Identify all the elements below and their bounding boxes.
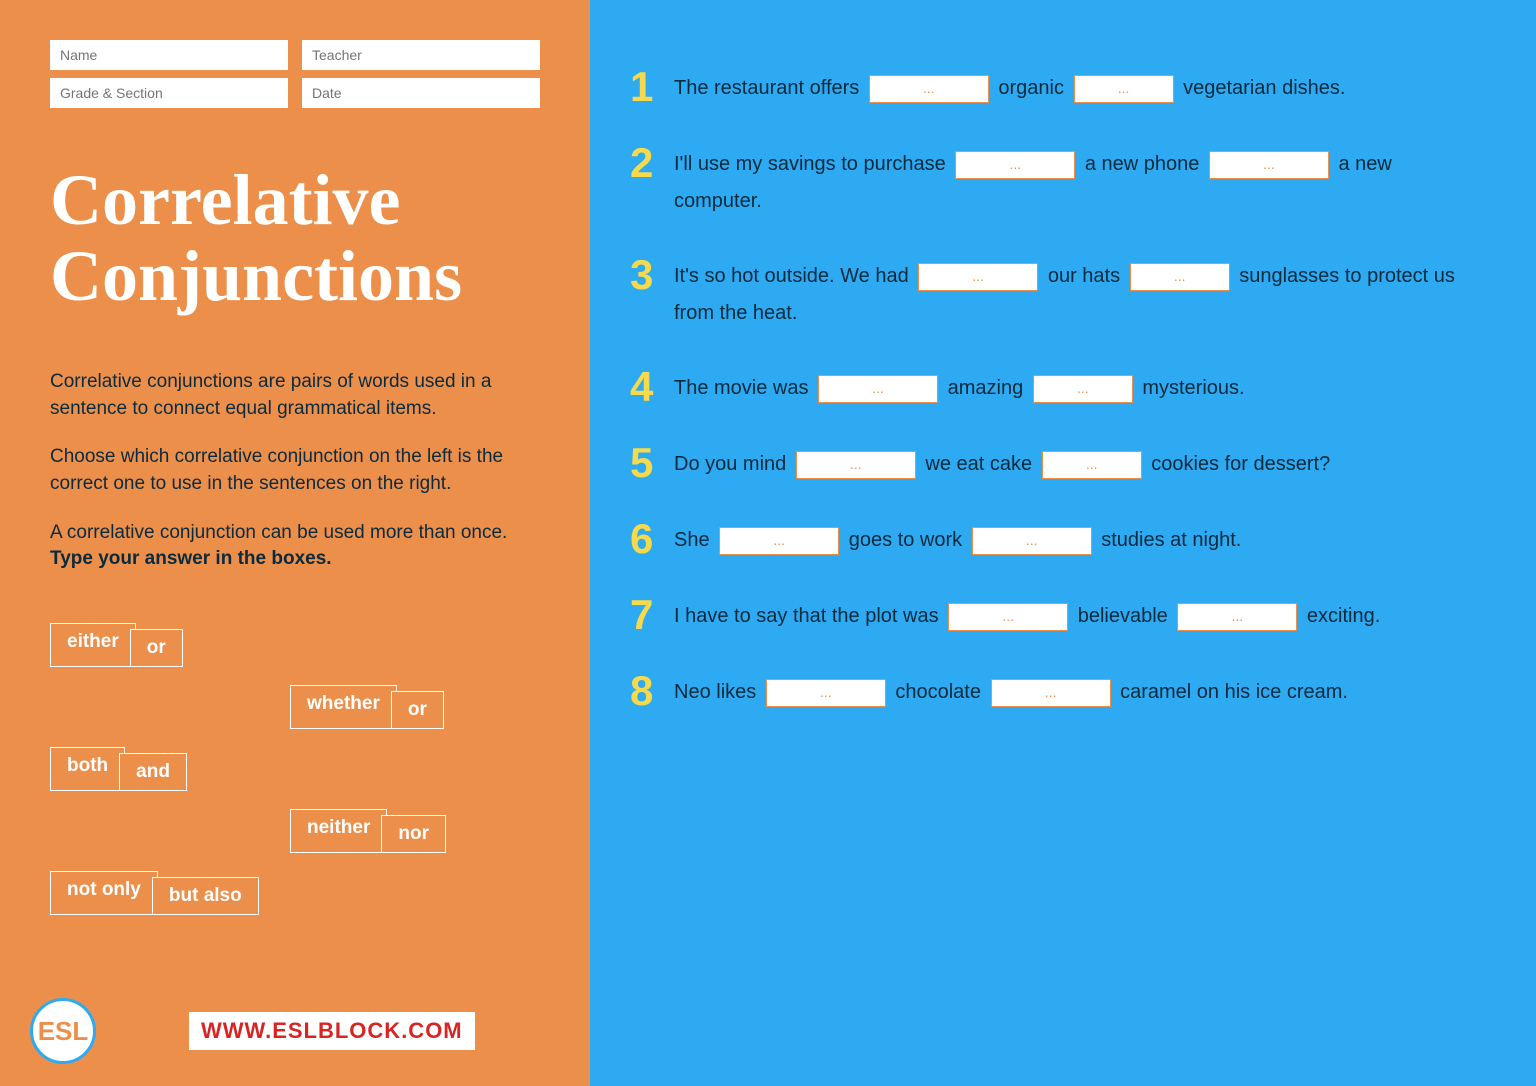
header-fields [50, 40, 540, 108]
question-row: 2I'll use my savings to purchase ... a n… [630, 146, 1476, 220]
word-option: neither [290, 809, 387, 853]
question-row: 7I have to say that the plot was ... bel… [630, 598, 1476, 636]
question-body: The movie was ... amazing ... mysterious… [674, 370, 1245, 408]
answer-blank[interactable]: ... [766, 679, 886, 707]
grade-section-field[interactable] [50, 78, 288, 108]
question-number: 7 [630, 594, 674, 636]
question-row: 4The movie was ... amazing ... mysteriou… [630, 370, 1476, 408]
question-number: 2 [630, 142, 674, 220]
question-body: It's so hot outside. We had ... our hats… [674, 258, 1476, 332]
word-pair: eitheror [50, 623, 540, 667]
answer-blank[interactable]: ... [948, 603, 1068, 631]
word-option: both [50, 747, 125, 791]
question-row: 1The restaurant offers ... organic ... v… [630, 70, 1476, 108]
description-p2: Choose which correlative conjunction on … [50, 444, 540, 497]
word-option: or [130, 629, 183, 667]
answer-blank[interactable]: ... [955, 151, 1075, 179]
right-panel: 1The restaurant offers ... organic ... v… [590, 0, 1536, 1086]
word-pair: neithernor [290, 809, 540, 853]
question-number: 1 [630, 66, 674, 108]
description-p3: A correlative conjunction can be used mo… [50, 520, 540, 573]
question-body: Neo likes ... chocolate ... caramel on h… [674, 674, 1348, 712]
answer-blank[interactable]: ... [818, 375, 938, 403]
title-line-1: Correlative [50, 160, 401, 240]
question-body: Do you mind ... we eat cake ... cookies … [674, 446, 1330, 484]
word-option: either [50, 623, 136, 667]
question-row: 5Do you mind ... we eat cake ... cookies… [630, 446, 1476, 484]
answer-blank[interactable]: ... [1033, 375, 1133, 403]
question-number: 5 [630, 442, 674, 484]
answer-blank[interactable]: ... [972, 527, 1092, 555]
question-row: 8Neo likes ... chocolate ... caramel on … [630, 674, 1476, 712]
question-row: 6She ... goes to work ... studies at nig… [630, 522, 1476, 560]
word-bank: eitherorwhetherorbothandneithernornot on… [50, 623, 540, 933]
question-number: 4 [630, 366, 674, 408]
description: Correlative conjunctions are pairs of wo… [50, 369, 540, 595]
word-pair: whetheror [290, 685, 540, 729]
url-badge: WWW.ESLBLOCK.COM [186, 1009, 478, 1053]
question-number: 6 [630, 518, 674, 560]
answer-blank[interactable]: ... [1209, 151, 1329, 179]
date-field[interactable] [302, 78, 540, 108]
word-option: or [391, 691, 444, 729]
question-number: 3 [630, 254, 674, 332]
page-title: Correlative Conjunctions [50, 163, 540, 314]
answer-blank[interactable]: ... [1042, 451, 1142, 479]
teacher-field[interactable] [302, 40, 540, 70]
word-pair: bothand [50, 747, 540, 791]
left-panel: Correlative Conjunctions Correlative con… [0, 0, 590, 1086]
name-field[interactable] [50, 40, 288, 70]
word-option: whether [290, 685, 397, 729]
question-body: I have to say that the plot was ... beli… [674, 598, 1380, 636]
question-row: 3It's so hot outside. We had ... our hat… [630, 258, 1476, 332]
title-line-2: Conjunctions [50, 236, 462, 316]
word-pair: not onlybut also [50, 871, 540, 915]
question-number: 8 [630, 670, 674, 712]
word-option: not only [50, 871, 158, 915]
word-option: and [119, 753, 187, 791]
answer-blank[interactable]: ... [719, 527, 839, 555]
answer-blank[interactable]: ... [1130, 263, 1230, 291]
answer-blank[interactable]: ... [1177, 603, 1297, 631]
answer-blank[interactable]: ... [918, 263, 1038, 291]
footer: ESL WWW.ESLBLOCK.COM [30, 998, 478, 1064]
word-option: nor [381, 815, 446, 853]
answer-blank[interactable]: ... [796, 451, 916, 479]
word-option: but also [152, 877, 259, 915]
answer-blank[interactable]: ... [1074, 75, 1174, 103]
question-body: The restaurant offers ... organic ... ve… [674, 70, 1345, 108]
esl-badge: ESL [30, 998, 96, 1064]
question-body: I'll use my savings to purchase ... a ne… [674, 146, 1476, 220]
description-p1: Correlative conjunctions are pairs of wo… [50, 369, 540, 422]
question-body: She ... goes to work ... studies at nigh… [674, 522, 1241, 560]
answer-blank[interactable]: ... [869, 75, 989, 103]
answer-blank[interactable]: ... [991, 679, 1111, 707]
